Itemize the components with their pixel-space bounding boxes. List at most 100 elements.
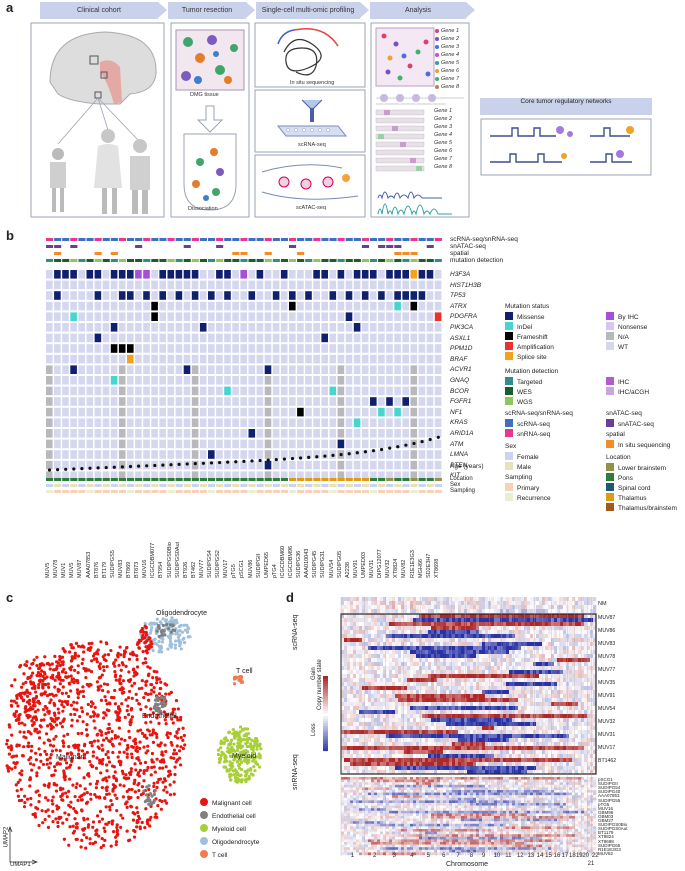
heatmap-cell <box>569 618 573 623</box>
heatmap-cell <box>485 678 489 683</box>
malignant-cell-point <box>135 698 139 702</box>
heatmap-cell <box>449 646 453 651</box>
malignant-cell-point <box>100 762 105 766</box>
heatmap-cell <box>371 609 375 614</box>
heatmap-cell <box>389 634 393 639</box>
heatmap-cell <box>578 609 582 614</box>
heatmap-cell <box>371 678 375 683</box>
heatmap-cell <box>524 646 528 651</box>
heatmap-cell <box>362 654 366 659</box>
heatmap-cell <box>413 658 417 663</box>
heatmap-cell <box>464 646 468 651</box>
heatmap-cell <box>515 666 519 671</box>
malignant-cell-point <box>106 652 111 657</box>
malignant-cell-point <box>101 665 106 669</box>
heatmap-cell <box>452 618 456 623</box>
heatmap-cell <box>527 678 531 683</box>
heatmap-cell <box>395 658 399 663</box>
heatmap-cell <box>359 605 363 610</box>
heatmap-cell <box>536 658 540 663</box>
heatmap-cell <box>377 597 381 602</box>
heatmap-cell <box>443 634 447 639</box>
heatmap-cell <box>545 630 549 635</box>
heatmap-cell <box>455 597 459 602</box>
heatmap-cell <box>542 626 546 631</box>
heatmap-cell <box>581 638 585 643</box>
heatmap-cell <box>353 658 357 663</box>
malignant-cell-point <box>93 705 97 710</box>
malignant-cell-point <box>133 762 137 766</box>
heatmap-cell <box>500 626 504 631</box>
heatmap-cell <box>542 630 546 635</box>
heatmap-cell <box>365 614 369 619</box>
heatmap-cell <box>413 678 417 683</box>
heatmap-cell <box>563 658 567 663</box>
heatmap-cell <box>422 634 426 639</box>
heatmap-cell <box>473 634 477 639</box>
heatmap-cell <box>446 650 450 655</box>
heatmap-cell <box>542 638 546 643</box>
heatmap-cell <box>371 634 375 639</box>
heatmap-cell <box>575 609 579 614</box>
heatmap-cell <box>527 626 531 631</box>
heatmap-cell <box>521 630 525 635</box>
heatmap-cell <box>356 678 360 683</box>
heatmap-cell <box>410 642 414 647</box>
heatmap-cell <box>386 597 390 602</box>
heatmap-cell <box>398 622 402 627</box>
heatmap-cell <box>371 654 375 659</box>
heatmap-cell <box>392 674 396 679</box>
heatmap-cell <box>521 670 525 675</box>
heatmap-cell <box>449 670 453 675</box>
heatmap-cell <box>416 662 420 667</box>
heatmap-cell <box>437 622 441 627</box>
heatmap-cell <box>515 626 519 631</box>
gene-6-track-label: Gene 6 <box>434 148 453 154</box>
heatmap-cell <box>434 662 438 667</box>
heatmap-cell <box>566 638 570 643</box>
heatmap-cell <box>581 626 585 631</box>
heatmap-cell <box>437 670 441 675</box>
heatmap-cell <box>455 634 459 639</box>
heatmap-cell <box>500 630 504 635</box>
malignant-cell-point <box>37 766 41 770</box>
heatmap-cell <box>536 597 540 602</box>
heatmap-cell <box>530 609 534 614</box>
heatmap-cell <box>575 630 579 635</box>
heatmap-cell <box>563 597 567 602</box>
malignant-cell-point <box>77 766 81 770</box>
heatmap-cell <box>446 605 450 610</box>
heatmap-cell <box>584 609 588 614</box>
heatmap-cell <box>566 626 570 631</box>
heatmap-cell <box>491 609 495 614</box>
malignant-cell-point <box>174 751 179 756</box>
heatmap-cell <box>509 634 513 639</box>
heatmap-cell <box>476 614 480 619</box>
heatmap-cell <box>473 678 477 683</box>
heatmap-cell <box>368 670 372 675</box>
legend-recurrence: Recurrence <box>505 493 551 502</box>
heatmap-cell <box>518 670 522 675</box>
heatmap-cell <box>464 650 468 655</box>
heatmap-cell <box>356 626 360 631</box>
track-mutdetect-label: mutation detection <box>450 257 504 264</box>
heatmap-cell <box>566 634 570 639</box>
heatmap-cell <box>461 626 465 631</box>
heatmap-cell <box>347 642 351 647</box>
heatmap-cell <box>497 662 501 667</box>
heatmap-cell <box>386 622 390 627</box>
heatmap-cell <box>560 658 564 663</box>
heatmap-cell <box>545 666 549 671</box>
malignant-cell-point <box>98 662 102 666</box>
malignant-cell-point <box>89 792 93 796</box>
heatmap-cell <box>554 658 558 663</box>
heatmap-cell <box>455 601 459 606</box>
heatmap-cell <box>404 634 408 639</box>
heatmap-cell <box>473 642 477 647</box>
heatmap-cell <box>548 626 552 631</box>
heatmap-cell <box>512 597 516 602</box>
malignant-cell-point <box>37 683 41 687</box>
heatmap-cell <box>482 601 486 606</box>
heatmap-cell <box>380 642 384 647</box>
